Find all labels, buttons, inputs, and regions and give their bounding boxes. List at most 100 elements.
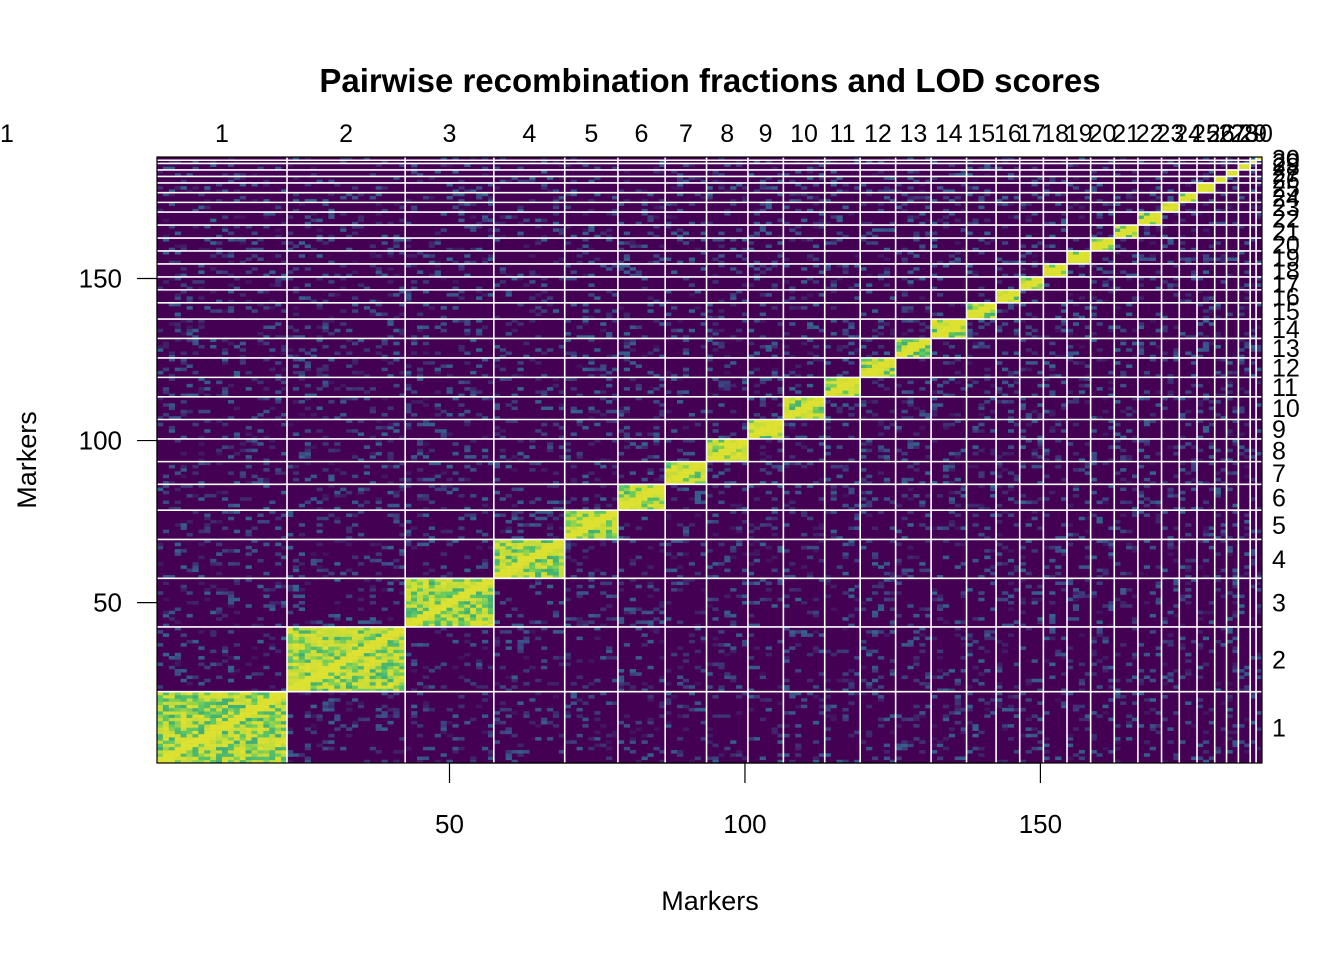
heatmap-cell [552, 199, 560, 203]
heatmap-cell [647, 231, 654, 236]
heatmap-cell [287, 669, 294, 673]
heatmap-cell [399, 523, 406, 527]
heatmap-cell [665, 698, 672, 702]
heatmap-cell [635, 656, 642, 660]
heatmap-cell [375, 662, 382, 667]
heatmap-cell [168, 746, 176, 751]
heatmap-cell [824, 380, 831, 385]
heatmap-cell [168, 610, 176, 615]
heatmap-cell [328, 448, 335, 453]
heatmap-cell [505, 464, 512, 469]
heatmap-cell [157, 487, 164, 492]
heatmap-cell [340, 195, 347, 200]
heatmap-cell [677, 192, 684, 197]
heatmap-cell [665, 474, 672, 479]
heatmap-cell [192, 717, 199, 722]
heatmap-cell [730, 296, 737, 300]
heatmap-cell [239, 497, 246, 501]
heatmap-cell [529, 568, 536, 573]
heatmap-cell [428, 591, 436, 595]
heatmap-cell [759, 380, 766, 385]
heatmap-cell [328, 380, 335, 385]
heatmap-cell [275, 737, 282, 741]
heatmap-cell [440, 730, 447, 735]
heatmap-cell [434, 665, 441, 670]
heatmap-cell [564, 338, 571, 343]
heatmap-cell [718, 157, 725, 161]
heatmap-cell [387, 630, 394, 634]
heatmap-cell [482, 257, 489, 261]
heatmap-cell [688, 309, 696, 313]
heatmap-cell [629, 597, 636, 602]
heatmap-cell [724, 189, 731, 193]
heatmap-cell [801, 267, 808, 271]
heatmap-cell [275, 724, 282, 728]
heatmap-cell [759, 202, 766, 206]
heatmap-cell [730, 186, 737, 190]
heatmap-cell [251, 481, 258, 485]
heatmap-cell [310, 212, 317, 216]
heatmap-cell [558, 552, 566, 556]
heatmap-cell [239, 442, 246, 446]
heatmap-cell [328, 704, 335, 709]
heatmap-cell [807, 322, 814, 326]
heatmap-cell [434, 604, 441, 608]
heatmap-cell [517, 646, 524, 650]
heatmap-cell [168, 166, 176, 171]
heatmap-cell [848, 623, 855, 628]
heatmap-cell [617, 351, 625, 355]
heatmap-cell [777, 387, 784, 391]
heatmap-cell [682, 276, 690, 281]
heatmap-cell [434, 351, 441, 355]
heatmap-cell [706, 195, 713, 200]
heatmap-cell [789, 322, 796, 326]
heatmap-cell [405, 620, 412, 624]
heatmap-cell [688, 413, 696, 417]
heatmap-cell [292, 267, 300, 271]
heatmap-cell [304, 649, 311, 654]
heatmap-cell [245, 759, 252, 764]
heatmap-cell [547, 568, 554, 573]
heatmap-cell [233, 451, 241, 456]
heatmap-cell [322, 497, 329, 501]
heatmap-cell [216, 607, 223, 611]
heatmap-cell [210, 662, 217, 667]
heatmap-cell [777, 241, 784, 245]
heatmap-cell [677, 393, 684, 398]
heatmap-cell [629, 497, 636, 501]
heatmap-cell [742, 643, 749, 647]
heatmap-cell [558, 526, 566, 530]
heatmap-cell [842, 591, 849, 595]
heatmap-cell [357, 672, 365, 676]
heatmap-cell [612, 419, 619, 424]
heatmap-cell [700, 409, 707, 414]
heatmap-cell [245, 225, 252, 229]
heatmap-cell [239, 195, 246, 200]
heatmap-cell [346, 669, 353, 673]
heatmap-cell [529, 565, 536, 569]
heatmap-cell [363, 286, 371, 291]
heatmap-cell [718, 299, 725, 304]
heatmap-cell [440, 753, 447, 757]
heatmap-cell [328, 331, 335, 336]
heatmap-cell [830, 280, 837, 284]
heatmap-cell [369, 665, 376, 670]
heatmap-cell [162, 387, 170, 391]
heatmap-cell [239, 293, 246, 297]
heatmap-cell [736, 542, 743, 547]
heatmap-cell [198, 192, 205, 197]
heatmap-cell [659, 322, 666, 326]
heatmap-cell [541, 646, 548, 650]
heatmap-cell [399, 639, 406, 644]
heatmap-cell [198, 387, 205, 391]
heatmap-cell [718, 753, 725, 757]
heatmap-cell [298, 662, 306, 667]
heatmap-cell [753, 212, 761, 216]
heatmap-cell [334, 672, 341, 676]
heatmap-cell [665, 552, 672, 556]
heatmap-cell [434, 413, 441, 417]
heatmap-cell [606, 701, 613, 705]
heatmap-cell [629, 685, 636, 689]
heatmap-cell [487, 584, 495, 589]
heatmap-cell [576, 714, 583, 718]
